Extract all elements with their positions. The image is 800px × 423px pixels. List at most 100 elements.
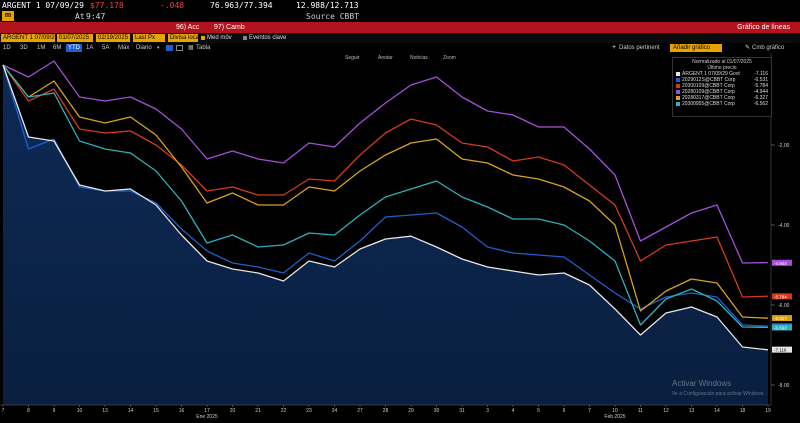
x-tick-label-4: 13	[102, 408, 108, 414]
series-line-0	[2, 64, 769, 351]
end-date-field[interactable]: 02/19/2025	[96, 34, 130, 42]
last-value-tag-5	[772, 324, 792, 331]
y-tick-label-0: -2.00	[778, 143, 790, 149]
x-tick-label-15: 28	[383, 408, 389, 414]
period-max[interactable]: Máx	[118, 45, 130, 51]
x-tick-label-20: 4	[512, 408, 515, 414]
activation-watermark-sub: Ve a Configuración para activar Windows.	[672, 391, 765, 397]
last-value-label-3: -4.944	[774, 261, 787, 266]
period-ytd[interactable]: YTD	[66, 44, 82, 52]
legend-swatch-3	[676, 90, 680, 94]
acc-button[interactable]: 96) Acc	[176, 24, 200, 31]
control-bar: ARGENT 1 07/09/29 01/07/2025 02/19/2025 …	[0, 33, 800, 43]
price-type-field[interactable]: Last Px	[133, 34, 165, 42]
period-1a[interactable]: 1A	[86, 45, 94, 51]
x-group-label-1: Feb 2025	[604, 414, 625, 420]
legend-title: Normalizado al 01/07/2025	[692, 59, 752, 65]
bar-chart-icon[interactable]	[176, 45, 183, 51]
legend-entry-3[interactable]: 20280109@CBBT Corp -4.944	[676, 89, 768, 95]
datos-pertinentes-button[interactable]: Datos pertinent	[619, 45, 660, 51]
x-tick-label-12: 23	[306, 408, 312, 414]
legend-entry-4[interactable]: 20280317@CBBT Corp -6.327	[676, 95, 768, 101]
camb-button[interactable]: 97) Camb	[214, 24, 245, 31]
legend-name-4: 20280317@CBBT Corp	[682, 95, 735, 101]
x-tick-label-28: 14	[714, 408, 720, 414]
last-value-label-0: -7.116	[774, 348, 787, 353]
x-tick-label-10: 21	[255, 408, 261, 414]
cmb-grafico-button[interactable]: Cmb gráfico	[752, 45, 785, 51]
period-1m[interactable]: 1M	[37, 45, 46, 51]
x-group-label-0: Ene 2025	[196, 414, 218, 420]
x-tick-label-22: 6	[563, 408, 566, 414]
legend-swatch-1	[676, 78, 680, 82]
legend-swatch-4	[676, 96, 680, 100]
legend-value-1: -6.531	[753, 77, 768, 83]
market-badge: m	[2, 11, 14, 21]
period-1d[interactable]: 1D	[3, 45, 11, 51]
time-value: 9:47	[86, 12, 106, 21]
x-tick-label-3: 10	[77, 408, 83, 414]
frequency-select[interactable]: Diario	[136, 45, 152, 51]
x-tick-label-6: 15	[153, 408, 159, 414]
start-date-field[interactable]: 01/07/2025	[57, 34, 93, 42]
series-line-4	[2, 64, 769, 319]
chevron-down-icon[interactable]: ▾	[157, 45, 160, 51]
toolbar: 96) Acc 97) Camb Gráfico de líneas	[0, 22, 800, 33]
eventos-label: Eventos clave	[249, 35, 287, 41]
legend-entry-0[interactable]: ARGENT 1 07/09/29 Govt -7.116	[676, 71, 768, 77]
legend-name-3: 20280109@CBBT Corp	[682, 89, 735, 95]
legend-swatch-2	[676, 84, 680, 88]
chart-settings-icon[interactable]: ✎	[745, 45, 751, 51]
y-tick-label-3: -8.00	[778, 383, 790, 389]
x-tick-label-1: 8	[27, 408, 30, 414]
legend-name-5: 20300955@CBBT Corp	[682, 101, 735, 107]
period-bar: 1D 3D 1M 6M YTD 1A 5A Máx Diario ▾ ▦ Tab…	[0, 43, 800, 53]
x-tick-label-5: 14	[128, 408, 134, 414]
currency-field[interactable]: Divisa local	[168, 34, 201, 42]
x-tick-label-2: 9	[53, 408, 56, 414]
x-tick-label-21: 5	[537, 408, 540, 414]
legend-value-0: -7.116	[754, 71, 768, 77]
eventos-checkbox[interactable]	[243, 36, 247, 40]
legend-value-5: -6.562	[753, 101, 768, 107]
x-tick-label-13: 24	[332, 408, 338, 414]
legend-value-4: -6.327	[753, 95, 768, 101]
line-chart-icon[interactable]	[166, 45, 173, 51]
legend-entry-1[interactable]: 2029012S@CBBT Corp -6.531	[676, 77, 768, 83]
chart-button-1[interactable]: Anotar	[378, 55, 393, 61]
security-name: ARGENT 1 07/09/29	[2, 1, 84, 10]
legend-entry-5[interactable]: 20300955@CBBT Corp -6.562	[676, 101, 768, 107]
last-value-tag-2	[772, 293, 792, 300]
last-value-label-2: -5.784	[774, 294, 787, 299]
chart-title: Gráfico de líneas	[737, 24, 790, 31]
x-tick-label-14: 27	[357, 408, 363, 414]
chart-area[interactable]: Seguir Anotar Noticias Zoom -2.00 -4.00 -6.00 -…	[0, 53, 800, 423]
x-tick-label-17: 30	[434, 408, 440, 414]
chart-button-2[interactable]: Noticias	[410, 55, 428, 61]
period-6m[interactable]: 6M	[53, 45, 62, 51]
table-icon[interactable]: ▦	[188, 45, 194, 51]
last-value-tag-0	[772, 346, 792, 353]
line-chart: Seguir Anotar Noticias Zoom -2.00 -4.00 -6.00 -…	[0, 53, 792, 420]
chart-button-0[interactable]: Seguir	[345, 55, 360, 61]
y-tick-label-2: -6.00	[778, 303, 790, 309]
legend-swatch-5	[676, 102, 680, 106]
last-value-label-5: -6.562	[774, 325, 787, 330]
legend-name-2: 20300109@CBBT Corp	[682, 83, 735, 89]
legend-value-3: -4.944	[753, 89, 768, 95]
legend-entry-2[interactable]: 20300109@CBBT Corp -5.784	[676, 83, 768, 89]
med-mov-checkbox[interactable]	[201, 36, 205, 40]
period-3d[interactable]: 3D	[20, 45, 28, 51]
x-tick-label-7: 16	[179, 408, 185, 414]
x-tick-label-24: 10	[612, 408, 618, 414]
security-field[interactable]: ARGENT 1 07/09/29	[1, 34, 58, 42]
chart-button-3[interactable]: Zoom	[443, 55, 456, 61]
tabla-button[interactable]: Tabla	[196, 45, 211, 51]
period-5a[interactable]: 5A	[102, 45, 110, 51]
x-tick-label-30: 19	[765, 408, 771, 414]
x-tick-label-0: 7	[2, 408, 5, 414]
add-chart-field[interactable]: Añadir gráfico	[670, 44, 722, 52]
last-value-tag-4	[772, 315, 792, 322]
series-line-3	[2, 60, 769, 264]
plus-icon[interactable]: +	[612, 44, 617, 51]
